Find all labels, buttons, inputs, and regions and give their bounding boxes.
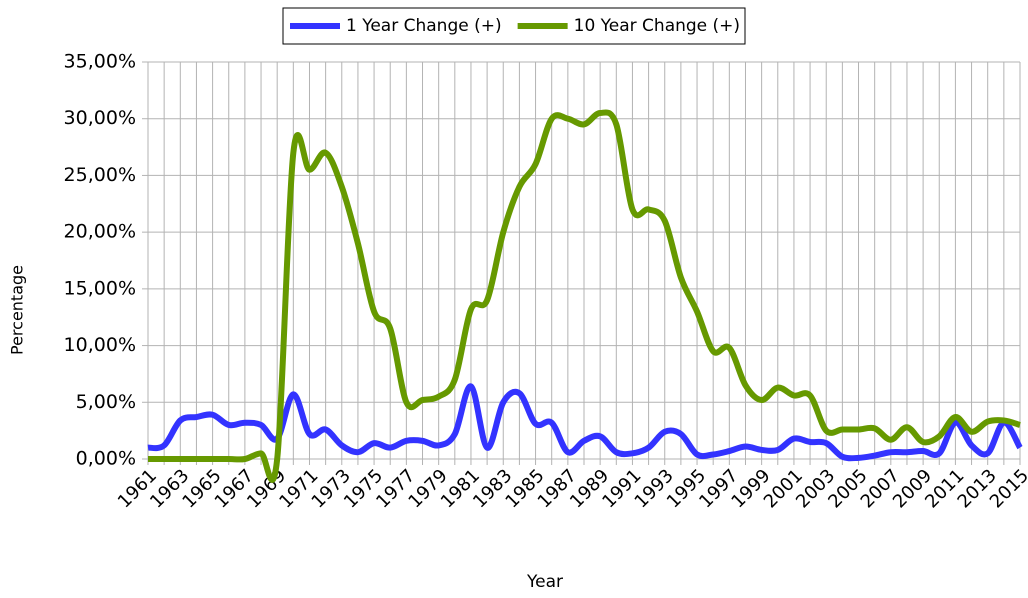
x-axis-title: Year <box>526 572 563 592</box>
y-tick-label: 30,00% <box>64 107 136 129</box>
y-axis-title: Percentage <box>8 265 27 355</box>
y-tick-label: 20,00% <box>64 221 136 243</box>
y-tick-label: 0,00% <box>76 448 136 470</box>
y-tick-label: 10,00% <box>64 334 136 356</box>
y-tick-label: 35,00% <box>64 51 136 73</box>
line-series <box>147 383 1023 462</box>
y-tick-label: 25,00% <box>64 164 136 186</box>
line-series <box>148 109 1021 483</box>
legend-box <box>282 7 746 45</box>
y-tick-label: 15,00% <box>64 277 136 299</box>
legend-label: 1 Year Change (+) <box>346 16 502 36</box>
legend-label: 10 Year Change (+) <box>574 16 740 36</box>
y-tick-label: 5,00% <box>76 391 136 413</box>
